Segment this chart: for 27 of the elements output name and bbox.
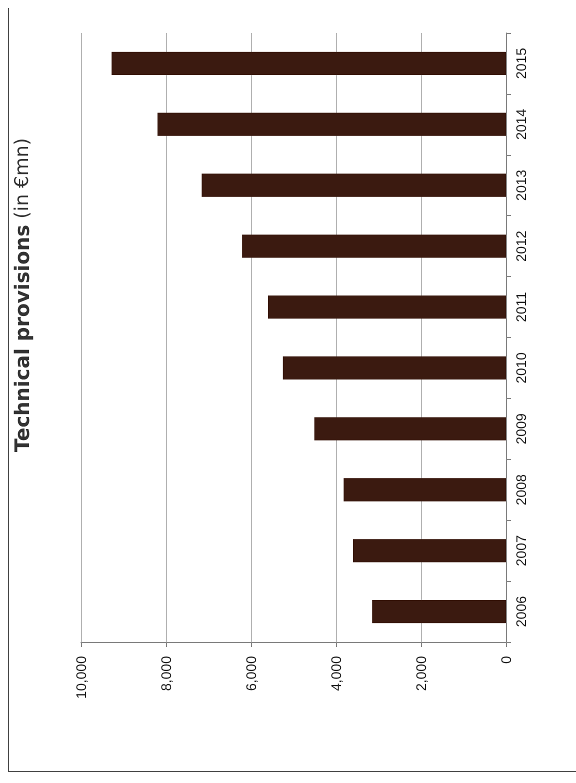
y-tick-label: 2012 (513, 230, 529, 262)
x-tick-label: 6,000 (243, 656, 259, 692)
bar (158, 112, 506, 136)
x-tick-label: 10,000 (73, 656, 89, 699)
y-tick-label: 2015 (513, 48, 529, 80)
y-tick-label: 2011 (513, 292, 529, 322)
bar (112, 52, 506, 76)
bar (344, 478, 506, 502)
x-tick-label: 0 (498, 656, 514, 664)
y-tick-label: 2009 (513, 413, 529, 444)
text: Technical provisions (in €mn) (10, 138, 34, 452)
bar (372, 600, 506, 624)
y-tick-label: 2010 (513, 352, 529, 384)
bar (202, 174, 506, 197)
bar (282, 356, 506, 380)
y-tick-label: 2008 (513, 474, 529, 506)
y-tick-label: 2014 (513, 108, 529, 140)
bar (268, 295, 506, 319)
x-tick-label: 2,000 (413, 656, 429, 692)
y-tick-label: 2006 (513, 596, 529, 628)
bar (353, 539, 506, 562)
y-tick-label: 2013 (513, 169, 529, 201)
x-tick-label: 8,000 (158, 656, 174, 692)
bar (314, 417, 506, 440)
x-tick-label: 4,000 (328, 656, 344, 692)
y-tick-label: 2007 (513, 534, 529, 566)
bar (242, 234, 506, 258)
